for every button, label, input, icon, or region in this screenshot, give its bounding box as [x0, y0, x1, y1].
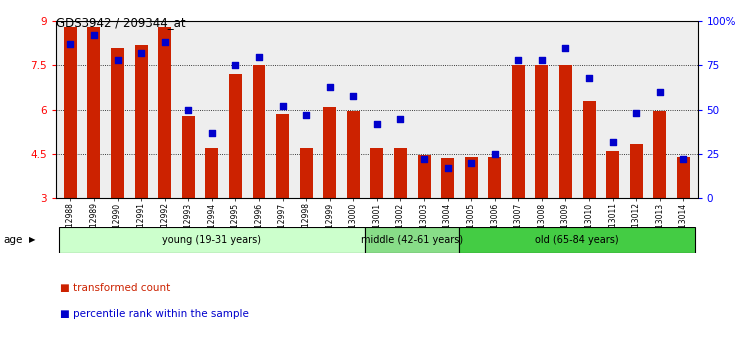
Bar [559, 65, 572, 198]
Bar [606, 151, 619, 198]
Bar [653, 110, 666, 198]
Point [654, 89, 666, 95]
Bar [300, 148, 313, 198]
Point [583, 75, 595, 81]
Bar [583, 101, 596, 198]
Point [489, 151, 501, 157]
Bar [630, 144, 643, 198]
Point [607, 139, 619, 144]
Bar [365, 227, 460, 253]
Bar [676, 157, 690, 198]
Point [677, 156, 689, 162]
Bar [370, 148, 383, 198]
Point [394, 116, 406, 121]
Point [206, 130, 218, 136]
Point [112, 57, 124, 63]
Point [64, 41, 76, 47]
Point [442, 165, 454, 171]
Text: ■ percentile rank within the sample: ■ percentile rank within the sample [60, 309, 249, 319]
Bar [512, 65, 525, 198]
Bar [276, 114, 289, 198]
Point [370, 121, 382, 127]
Text: ■ transformed count: ■ transformed count [60, 283, 170, 293]
Point [465, 160, 477, 166]
Bar [182, 116, 195, 198]
Point [300, 112, 312, 118]
Text: young (19-31 years): young (19-31 years) [162, 235, 261, 245]
Point [536, 57, 548, 63]
Point [135, 50, 147, 56]
Text: old (65-84 years): old (65-84 years) [536, 235, 619, 245]
Point [560, 45, 572, 51]
Bar [465, 157, 478, 198]
Bar [58, 227, 365, 253]
Bar [111, 48, 124, 198]
Bar [64, 27, 77, 198]
Bar [135, 45, 148, 198]
Point [182, 107, 194, 113]
Point [347, 93, 359, 98]
Text: age: age [4, 235, 23, 245]
Bar [460, 227, 695, 253]
Bar [394, 148, 407, 198]
Bar [158, 27, 171, 198]
Point [230, 63, 242, 68]
Bar [441, 159, 454, 198]
Bar [253, 65, 266, 198]
Bar [418, 155, 430, 198]
Text: ▶: ▶ [28, 235, 35, 245]
Bar [346, 111, 360, 198]
Point [418, 156, 430, 162]
Point [512, 57, 524, 63]
Text: middle (42-61 years): middle (42-61 years) [362, 235, 464, 245]
Point [159, 40, 171, 45]
Bar [229, 74, 242, 198]
Point [324, 84, 336, 90]
Text: GDS3942 / 209344_at: GDS3942 / 209344_at [56, 16, 186, 29]
Point [88, 33, 100, 38]
Bar [536, 65, 548, 198]
Point [253, 54, 265, 59]
Bar [88, 27, 100, 198]
Bar [206, 148, 218, 198]
Bar [488, 157, 501, 198]
Point [630, 110, 642, 116]
Bar [323, 107, 336, 198]
Point [277, 103, 289, 109]
